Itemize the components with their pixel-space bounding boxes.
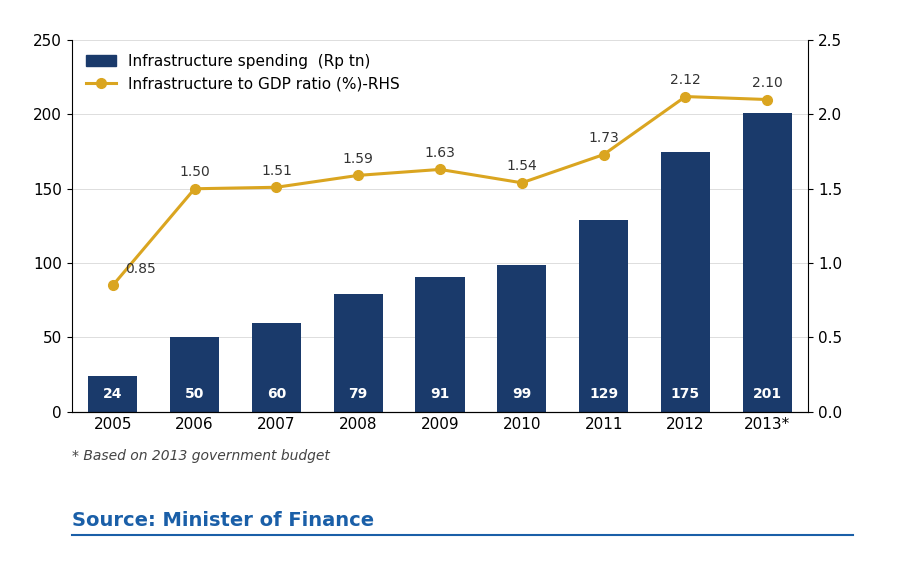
Text: 1.63: 1.63 xyxy=(425,146,455,160)
Text: 1.73: 1.73 xyxy=(588,131,619,145)
Text: Source: Minister of Finance: Source: Minister of Finance xyxy=(72,511,374,530)
Text: 60: 60 xyxy=(267,387,286,402)
Text: 1.50: 1.50 xyxy=(180,165,210,179)
Text: 2.10: 2.10 xyxy=(752,76,783,90)
Bar xyxy=(88,376,137,412)
Bar xyxy=(579,220,629,412)
Bar xyxy=(743,113,792,412)
Legend: Infrastructure spending  (Rp tn), Infrastructure to GDP ratio (%)-RHS: Infrastructure spending (Rp tn), Infrast… xyxy=(80,47,406,98)
Text: 1.59: 1.59 xyxy=(343,152,374,166)
Text: 129: 129 xyxy=(589,387,618,402)
Text: 50: 50 xyxy=(185,387,204,402)
Text: 201: 201 xyxy=(753,387,782,402)
Text: 1.51: 1.51 xyxy=(261,164,292,177)
Bar xyxy=(251,323,301,412)
Text: 2.12: 2.12 xyxy=(670,73,700,87)
Bar xyxy=(170,337,219,412)
Text: 91: 91 xyxy=(430,387,450,402)
Bar xyxy=(416,276,464,412)
Bar xyxy=(661,152,710,412)
Text: 24: 24 xyxy=(103,387,122,402)
Bar xyxy=(334,295,383,412)
Text: * Based on 2013 government budget: * Based on 2013 government budget xyxy=(72,450,330,463)
Text: 79: 79 xyxy=(348,387,368,402)
Text: 1.54: 1.54 xyxy=(506,159,537,173)
Text: 175: 175 xyxy=(671,387,700,402)
Text: 99: 99 xyxy=(512,387,532,402)
Text: 0.85: 0.85 xyxy=(125,262,155,276)
Bar xyxy=(497,265,546,412)
